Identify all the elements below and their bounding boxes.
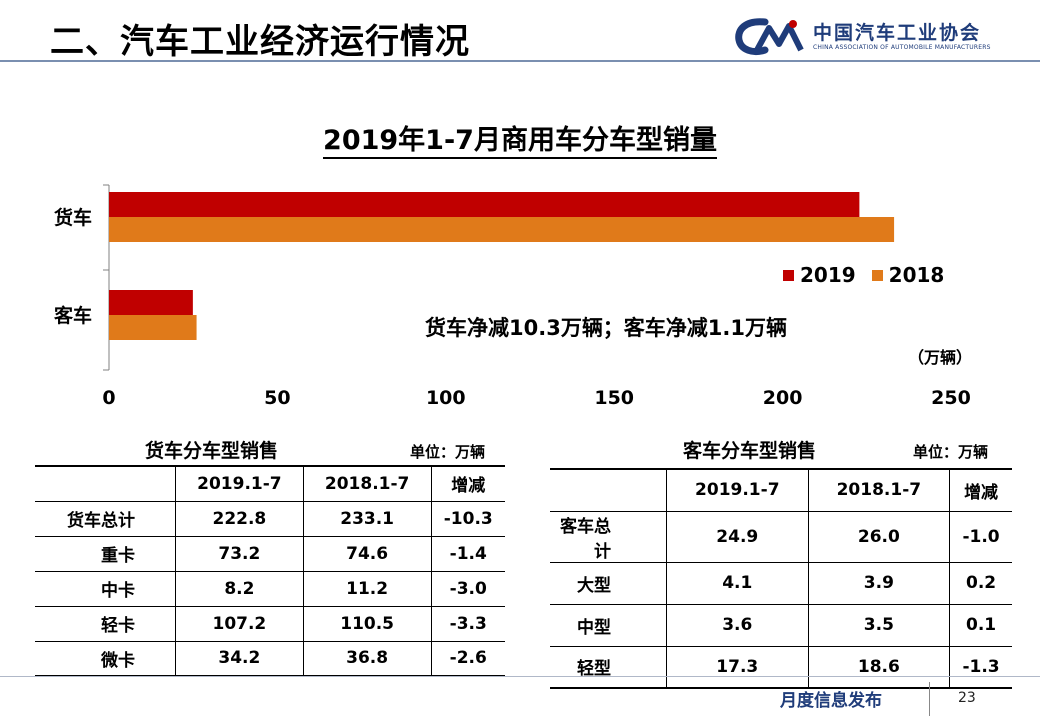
table-row: 重卡 73.2 74.6 -1.4 <box>35 535 505 571</box>
table-header-cell: 2018.1-7 <box>302 465 431 501</box>
table-cell: 73.2 <box>175 535 304 571</box>
table-row: 货车总计 222.8 233.1 -10.3 <box>35 500 505 536</box>
chart-annotation: 货车净减10.3万辆；客车净减1.1万辆 <box>425 316 788 340</box>
table-cell: 24.9 <box>666 510 809 562</box>
legend-label-2018: 2018 <box>888 263 945 287</box>
table-cell: -1.3 <box>949 645 1012 689</box>
truck-table-title: 货车分车型销售 <box>145 440 279 462</box>
x-tick-label: 0 <box>102 387 115 409</box>
legend-item-2019: 2019 <box>783 263 856 287</box>
legend-label-2019: 2019 <box>800 263 856 287</box>
table-header-cell: 2018.1-7 <box>807 468 950 511</box>
caam-logo-icon <box>735 18 804 56</box>
table-cell: 11.2 <box>302 570 431 606</box>
bar-2018-truck <box>109 217 895 242</box>
x-tick-label: 250 <box>931 387 971 409</box>
footer-label: 月度信息发布 <box>780 691 882 711</box>
page-number: 23 <box>958 690 976 706</box>
table-row: 轻型 17.3 18.6 -1.3 <box>550 645 1012 689</box>
table-header-cell: 增减 <box>949 468 1012 511</box>
table-header-row: 2019.1-7 2018.1-7 增减 <box>35 465 505 501</box>
header-divider <box>0 60 1040 62</box>
table-cell: -3.0 <box>430 570 505 606</box>
table-cell: 110.5 <box>302 605 431 641</box>
table-cell: -1.4 <box>430 535 505 571</box>
table-row: 客车总计 24.9 26.0 -1.0 <box>550 510 1012 562</box>
legend-swatch-2019 <box>783 269 794 281</box>
table-cell: 0.1 <box>949 603 1012 646</box>
table-cell: 3.9 <box>807 561 950 604</box>
bus-table-title: 客车分车型销售 <box>683 440 817 462</box>
table-cell: 0.2 <box>949 561 1012 604</box>
table-cell: 3.6 <box>666 603 809 646</box>
legend-item-2018: 2018 <box>871 263 945 287</box>
row-label: 轻型 <box>550 645 667 689</box>
table-header-row: 2019.1-7 2018.1-7 增减 <box>550 468 1012 511</box>
bar-2018-bus <box>109 315 197 340</box>
y-tick-label: 货车 <box>54 206 92 229</box>
table-row: 微卡 34.2 36.8 -2.6 <box>35 640 505 677</box>
table-cell: 222.8 <box>175 500 304 536</box>
table-cell: 17.3 <box>666 645 809 689</box>
table-cell: -3.3 <box>430 605 505 641</box>
y-tick-label: 客车 <box>54 304 92 327</box>
table-cell: -2.6 <box>430 640 505 677</box>
x-tick-label: 50 <box>264 387 290 409</box>
table-cell: 3.5 <box>807 603 950 646</box>
chart-unit-label: （万辆） <box>908 348 973 367</box>
row-label: 重卡 <box>35 535 176 571</box>
logo-text-en: CHINA ASSOCIATION OF AUTOMOBILE MANUFACT… <box>813 44 991 51</box>
truck-table-unit: 单位：万辆 <box>410 443 486 461</box>
table-cell: 107.2 <box>175 605 304 641</box>
table-cell: 36.8 <box>302 640 431 677</box>
chart-title: 2019年1-7月商用车分车型销量 <box>0 118 1040 159</box>
table-header-cell: 2019.1-7 <box>175 465 304 501</box>
page-title: 二、汽车工业经济运行情况 <box>50 22 470 62</box>
table-header-cell <box>35 465 176 501</box>
table-cell: 18.6 <box>807 645 950 689</box>
table-cell: 34.2 <box>175 640 304 677</box>
bus-sales-table: 2019.1-7 2018.1-7 增减 客车总计 24.9 26.0 -1.0… <box>550 468 1012 689</box>
bar-2019-bus <box>109 290 193 315</box>
row-label: 大型 <box>550 561 667 604</box>
row-label: 微卡 <box>35 640 176 677</box>
bus-table-unit: 单位：万辆 <box>913 443 989 461</box>
x-tick-label: 150 <box>594 387 634 409</box>
footer-separator <box>929 682 930 716</box>
table-row: 中型 3.6 3.5 0.1 <box>550 603 1012 646</box>
legend-swatch-2018 <box>871 269 883 281</box>
row-label: 中卡 <box>35 570 176 606</box>
chart-legend: 2019 2018 <box>783 263 944 287</box>
logo-text-cn: 中国汽车工业协会 <box>813 22 982 44</box>
table-row: 中卡 8.2 11.2 -3.0 <box>35 570 505 606</box>
bar-2019-truck <box>109 192 860 217</box>
table-cell: 74.6 <box>302 535 431 571</box>
caam-logo: 中国汽车工业协会 CHINA ASSOCIATION OF AUTOMOBILE… <box>735 14 1025 58</box>
table-cell: -10.3 <box>430 500 505 536</box>
truck-sales-table: 2019.1-7 2018.1-7 增减 货车总计 222.8 233.1 -1… <box>35 465 505 677</box>
footer-divider <box>0 676 1040 677</box>
row-label: 客车总计 <box>550 510 667 562</box>
row-label: 货车总计 <box>35 500 176 536</box>
table-cell: 4.1 <box>666 561 809 604</box>
table-cell: 8.2 <box>175 570 304 606</box>
table-cell: 26.0 <box>807 510 950 562</box>
table-row: 大型 4.1 3.9 0.2 <box>550 561 1012 604</box>
x-tick-label: 100 <box>426 387 466 409</box>
table-cell: 233.1 <box>302 500 431 536</box>
row-label: 中型 <box>550 603 667 646</box>
table-header-cell <box>550 468 667 511</box>
table-header-cell: 2019.1-7 <box>666 468 809 511</box>
row-label: 轻卡 <box>35 605 176 641</box>
table-row: 轻卡 107.2 110.5 -3.3 <box>35 605 505 641</box>
table-header-cell: 增减 <box>430 465 505 501</box>
table-cell: -1.0 <box>949 510 1012 562</box>
x-tick-label: 200 <box>763 387 803 409</box>
